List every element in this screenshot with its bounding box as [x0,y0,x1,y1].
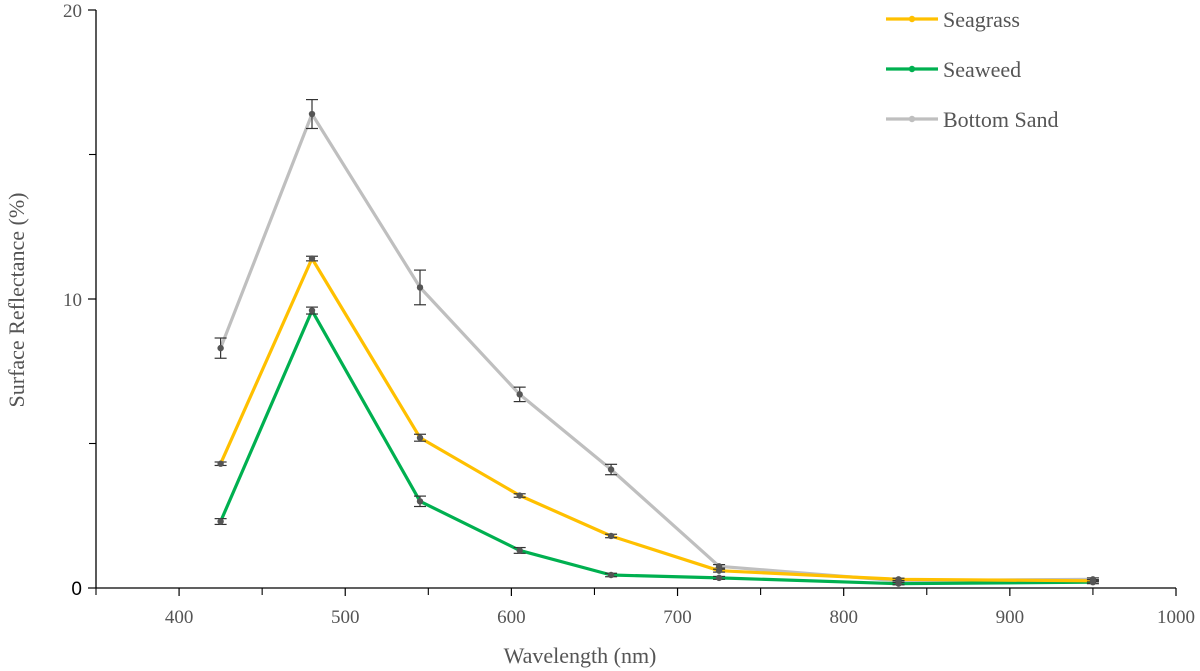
data-point [516,547,523,554]
y-axis-title: Surface Reflectance (%) [4,193,29,408]
data-point [895,576,902,583]
data-point [607,466,615,473]
legend-label: Seagrass [943,7,1020,32]
legend-label: Seaweed [943,57,1021,82]
data-point [217,518,224,525]
data-point [516,492,523,499]
legend-marker [908,115,916,123]
y-tick-label-10: 10 [63,290,82,311]
data-point [308,110,316,118]
legend-item-seagrass: Seagrass [886,7,1020,32]
x-tick-label-700: 700 [663,607,692,628]
data-point [715,574,723,582]
series-seagrass [214,255,1099,584]
x-tick-label-500: 500 [331,607,360,628]
data-point [416,434,424,441]
x-tick-label-400: 400 [165,607,194,628]
axes: 400 500 600 700 800 900 1000 0 10 20 [63,1,1195,628]
series-bottom-sand [214,98,1099,584]
series-seaweed [214,306,1099,587]
data-point [607,532,615,540]
data-point [308,255,316,262]
data-point [715,567,723,574]
data-point [1089,577,1097,584]
x-tick-label-1000: 1000 [1157,607,1195,628]
data-point [516,391,523,398]
data-point [416,498,424,505]
legend-item-bottom-sand: Bottom Sand [886,107,1059,132]
x-axis-title: Wavelength (nm) [504,643,657,668]
data-point [416,284,424,291]
legend-marker [908,65,916,73]
data-point [217,344,224,352]
data-point [308,307,316,314]
x-tick-label-900: 900 [996,607,1025,628]
data-point [607,571,615,579]
legend: Seagrass Seaweed Bottom Sand [886,7,1059,132]
legend-item-seaweed: Seaweed [886,57,1021,82]
y-tick-label-20: 20 [63,1,82,22]
series-line [219,112,1093,583]
legend-label: Bottom Sand [943,107,1059,132]
series-layer [214,98,1099,587]
legend-marker [908,15,916,23]
series-line [219,256,1093,583]
x-tick-label-600: 600 [497,607,526,628]
series-line [219,309,1093,586]
x-tick-label-800: 800 [829,607,858,628]
data-point [217,460,224,467]
y-tick-label-0: 0 [71,579,82,600]
